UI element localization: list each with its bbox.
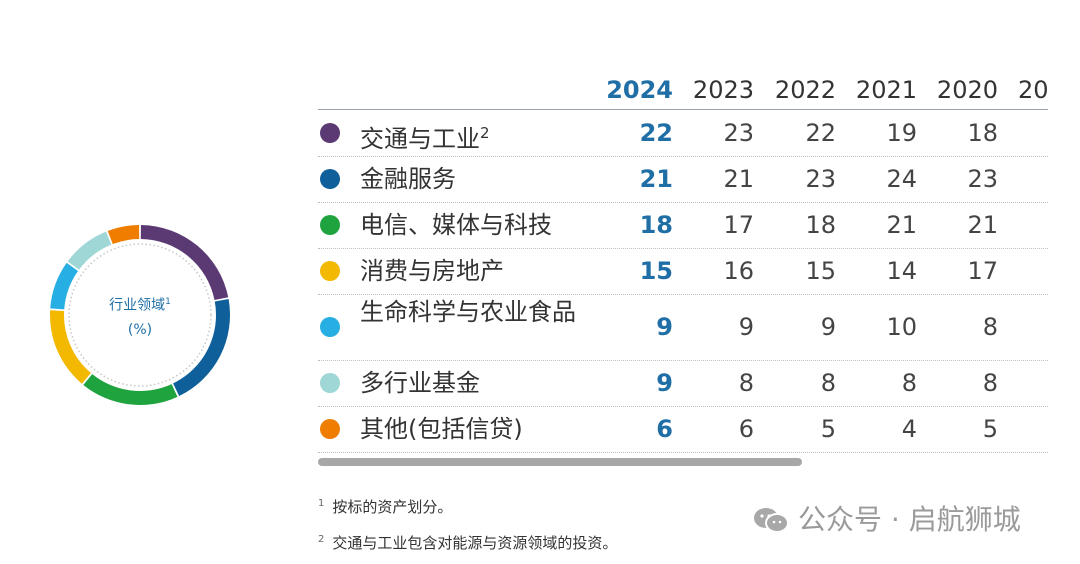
row-label-text: 生命科学与农业食品 [360,298,576,326]
donut-slice-1 [140,225,229,300]
donut-slice-6 [67,231,112,270]
donut-title-footnote-mark: 1 [165,297,171,307]
row-label-text: 金融服务 [360,165,456,193]
column-header-2023: 2023 [692,76,754,104]
row-label-text: 交通与工业 [360,125,480,153]
cell-2021: 21 [886,211,917,239]
cell-2020: 21 [967,211,998,239]
cell-2020: 17 [967,257,998,285]
footnote-2: 2 交通与工业包含对能源与资源领域的投资。 [318,532,617,553]
row-label: 多行业基金 [360,369,580,397]
row-label: 消费与房地产 [360,257,580,285]
column-header-2022: 2022 [774,76,836,104]
legend-dot [320,317,340,337]
legend-dot [320,123,340,143]
row-label: 金融服务 [360,165,580,193]
footnote-1: 1 按标的资产划分。 [318,496,452,517]
cell-2024: 18 [639,211,673,239]
cell-2020: 5 [982,415,998,443]
cell-2023: 6 [738,415,754,443]
table-row: 交通与工业2 22 23 22 19 18 [318,110,1048,157]
cell-2020: 18 [967,119,998,147]
donut-title: 行业领域 [109,297,166,314]
sector-table[interactable]: 2024 2023 2022 2021 2020 20 交通与工业2 22 23 22 19 18 金融… [318,64,1048,474]
cell-2021: 10 [886,313,917,341]
cell-2021: 14 [886,257,917,285]
sector-donut-chart [49,225,230,405]
donut-slice-5 [50,262,79,310]
donut-slice-7 [107,225,140,245]
cell-2022: 9 [820,313,836,341]
donut-slice-3 [83,374,178,405]
cell-2021: 8 [901,369,917,397]
donut-slice-4 [49,310,91,384]
table-row: 其他(包括信贷) 6 6 5 4 5 [318,406,1048,453]
table-row: 金融服务 21 21 23 24 23 [318,156,1048,203]
legend-dot [320,261,340,281]
row-label-footnote-mark: 2 [480,124,490,142]
table-row: 生命科学与农业食品 9 9 9 10 8 [318,294,1048,361]
row-label-text: 电信、媒体与科技 [360,211,552,239]
wechat-icon [754,508,789,533]
footnote-1-text: 按标的资产划分。 [332,498,453,516]
cell-2021: 4 [901,415,917,443]
footnote-1-mark: 1 [318,498,325,509]
row-label: 生命科学与农业食品 [360,298,580,326]
column-header-2020: 2020 [936,76,998,104]
row-label: 电信、媒体与科技 [360,211,580,239]
donut-center-label: 行业领域1 (%) [40,290,240,342]
cell-2024: 15 [639,257,673,285]
cell-2024: 22 [639,119,673,147]
footnote-2-text: 交通与工业包含对能源与资源领域的投资。 [332,534,618,552]
table-row: 电信、媒体与科技 18 17 18 21 21 [318,202,1048,249]
cell-2020: 23 [967,165,998,193]
cell-2023: 9 [738,313,754,341]
cell-2022: 23 [805,165,836,193]
cell-2024: 9 [656,313,673,341]
donut-inner-dotted-ring [68,243,212,387]
cell-2022: 15 [805,257,836,285]
row-label-text: 其他(包括信贷) [360,415,523,443]
cell-2024: 21 [639,165,673,193]
cell-2022: 8 [820,369,836,397]
cell-2024: 9 [656,369,673,397]
row-label-text: 消费与房地产 [360,257,504,285]
cell-2021: 24 [886,165,917,193]
cell-2023: 8 [738,369,754,397]
footnote-2-mark: 2 [318,534,325,545]
cell-2023: 17 [723,211,754,239]
cell-2020: 8 [982,369,998,397]
cell-2022: 18 [805,211,836,239]
cell-2021: 19 [886,119,917,147]
cell-2023: 21 [723,165,754,193]
cell-2020: 8 [982,313,998,341]
table-row: 消费与房地产 15 16 15 14 17 [318,248,1048,295]
column-header-2024: 2024 [606,76,673,104]
table-row: 多行业基金 9 8 8 8 8 [318,360,1048,407]
legend-dot [320,419,340,439]
column-header-2021: 2021 [855,76,917,104]
cell-2024: 6 [656,415,673,443]
row-label-text: 多行业基金 [360,369,480,397]
header-rule [318,109,1048,110]
watermark-text: 公众号 · 启航狮城 [798,503,1021,536]
donut-unit: (%) [127,321,153,338]
legend-dot [320,373,340,393]
cell-2022: 5 [820,415,836,443]
row-label: 交通与工业2 [360,119,580,153]
donut-slice-2 [173,299,230,397]
cell-2022: 22 [805,119,836,147]
column-header-20: 20 [1018,76,1048,104]
legend-dot [320,169,340,189]
cell-2023: 16 [723,257,754,285]
cell-2023: 23 [723,119,754,147]
horizontal-scrollbar-thumb[interactable] [318,458,802,466]
row-label: 其他(包括信贷) [360,415,580,443]
legend-dot [320,215,340,235]
